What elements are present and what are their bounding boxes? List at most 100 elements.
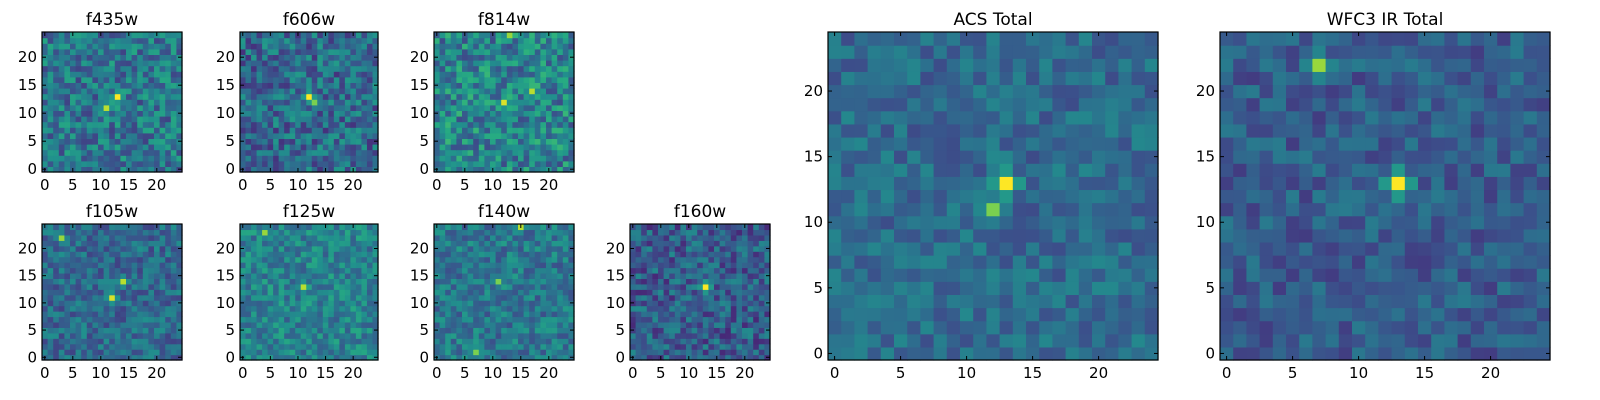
heatmap-cell (867, 268, 882, 282)
heatmap-cell (920, 189, 935, 204)
heatmap-cell (450, 32, 457, 39)
heatmap-cell (646, 278, 653, 285)
heatmap-cell (120, 267, 127, 274)
heatmap-cell (251, 138, 258, 145)
heatmap-cell (828, 333, 842, 348)
heatmap-cell (114, 311, 121, 318)
heatmap-cell (540, 278, 547, 285)
heatmap-cell (361, 240, 368, 247)
heatmap-cell (355, 240, 363, 247)
heatmap-cell (663, 240, 670, 247)
heatmap-cell (103, 289, 110, 296)
heatmap-cell (300, 262, 307, 269)
heatmap-cell (109, 99, 116, 106)
heatmap-cell (456, 262, 463, 269)
heatmap-cell (557, 37, 564, 44)
heatmap-cell (98, 300, 105, 307)
heatmap-cell (86, 71, 93, 78)
heatmap-cell (306, 311, 313, 318)
heatmap-cell (747, 338, 754, 345)
heatmap-cell (251, 71, 258, 78)
heatmap-cell (344, 37, 351, 44)
heatmap-cell (58, 88, 65, 95)
heatmap-cell (86, 99, 93, 106)
heatmap-cell (137, 332, 144, 339)
heatmap-cell (92, 332, 99, 339)
heatmap-cell (159, 278, 166, 285)
heatmap-cell (501, 251, 508, 258)
heatmap-cell (439, 338, 446, 345)
heatmap-cell (58, 300, 65, 307)
heatmap-cell (742, 316, 749, 323)
heatmap-cell (501, 32, 508, 39)
heatmap-cell (289, 240, 296, 247)
heatmap-cell (92, 251, 99, 258)
heatmap-cell (322, 37, 329, 44)
heatmap-cell (306, 54, 313, 61)
heatmap-cell (445, 229, 452, 236)
heatmap-cell (557, 262, 564, 269)
heatmap-cell (256, 349, 263, 356)
heatmap-cell (663, 267, 670, 274)
heatmap-cell (999, 189, 1014, 204)
heatmap-cell (53, 166, 60, 173)
heatmap-cell (262, 166, 269, 173)
heatmap-cell (540, 289, 547, 296)
heatmap-cell (154, 278, 161, 285)
heatmap-cell (240, 76, 247, 83)
heatmap-cell (697, 289, 704, 296)
heatmap-cell (278, 160, 285, 167)
heatmap-cell (512, 116, 519, 123)
heatmap-cell (518, 289, 525, 296)
heatmap-cell (86, 316, 93, 323)
heatmap-cell (322, 127, 329, 134)
heatmap-cell (434, 48, 441, 55)
heatmap-cells (828, 32, 1159, 361)
heatmap-cell (702, 332, 709, 339)
heatmap-cell (462, 60, 469, 67)
heatmap-cell (256, 116, 263, 123)
heatmap-cell (557, 166, 564, 173)
heatmap-cell (109, 144, 116, 151)
heatmap-cell (361, 138, 368, 145)
heatmap-cell (986, 281, 1001, 295)
heatmap-cell (523, 245, 530, 252)
heatmap-cell (630, 240, 637, 247)
heatmap-cell (58, 54, 65, 61)
heatmap-cell (501, 76, 508, 83)
heatmap-cell (708, 262, 715, 269)
heatmap-cell (518, 54, 525, 61)
heatmap-cell (109, 305, 116, 312)
heatmap-cell (170, 316, 177, 323)
heatmap-cell (540, 65, 547, 72)
heatmap-cell (42, 160, 49, 167)
heatmap-cell (126, 104, 133, 111)
heatmap-cell (278, 82, 285, 89)
heatmap-cell (114, 224, 121, 231)
heatmap-cell (456, 155, 463, 162)
heatmap-cell (333, 321, 340, 328)
heatmap-cell (736, 332, 743, 339)
heatmap-cell (98, 262, 105, 269)
heatmap-cell (880, 320, 895, 335)
heatmap-cell (674, 327, 681, 334)
heatmap-cell (708, 311, 715, 318)
heatmap-cell (170, 343, 177, 350)
heatmap-cell (462, 349, 469, 356)
heatmap-cell (42, 144, 49, 151)
heatmap-cell (663, 311, 670, 318)
heatmap-cell (854, 294, 869, 309)
heatmap-cell (350, 88, 357, 95)
heatmap-cell (445, 166, 452, 173)
heatmap-cell (126, 316, 133, 323)
heatmap-cell (311, 37, 318, 44)
heatmap-cell (273, 54, 280, 61)
heatmap-cell (540, 76, 547, 83)
heatmap-cell (333, 343, 340, 350)
heatmap-cell (758, 278, 765, 285)
heatmap-cell (439, 127, 446, 134)
heatmap-cell (47, 354, 54, 361)
heatmap-cell (534, 349, 541, 356)
heatmap-cell (828, 294, 842, 309)
heatmap-cell (284, 300, 291, 307)
